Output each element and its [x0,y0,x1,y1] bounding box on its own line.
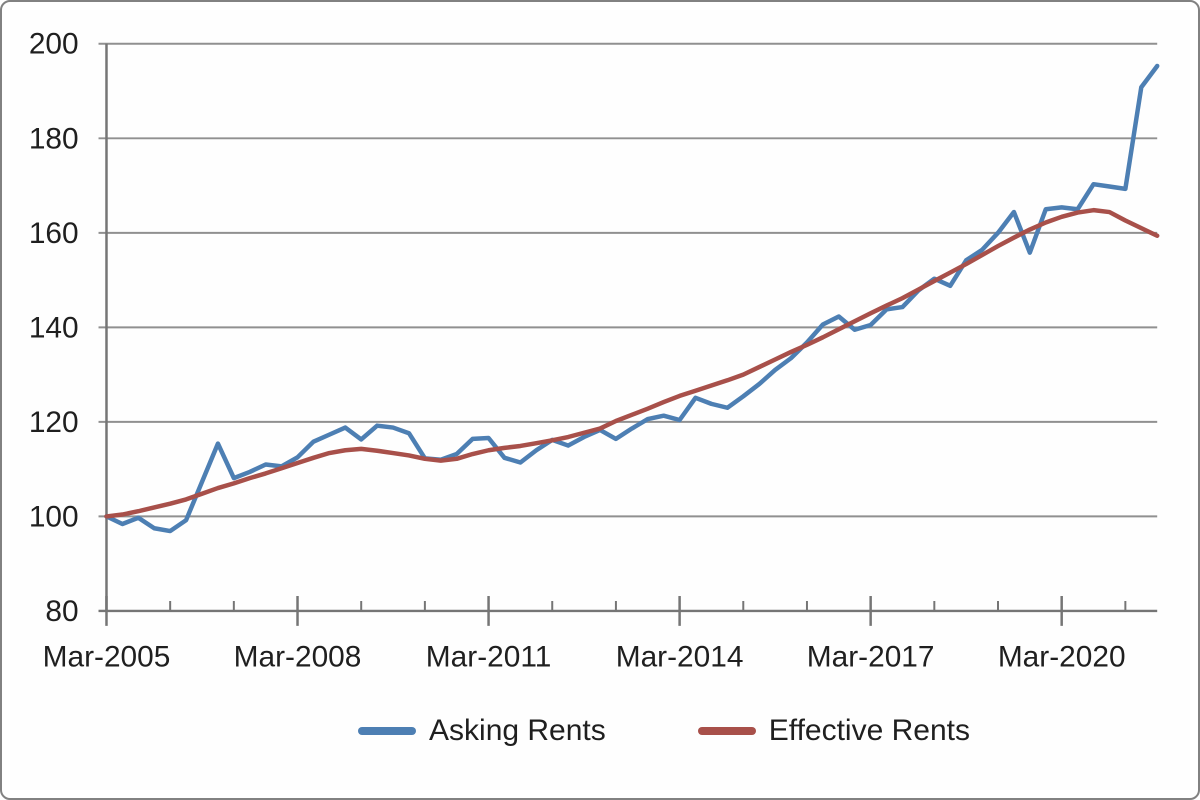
y-axis-tick-label: 200 [29,28,79,61]
y-axis-tick-label: 120 [29,406,79,439]
chart-legend: Asking Rents Effective Rents [2,714,1198,748]
x-axis-tick-label: Mar-2014 [616,641,744,674]
asking-rents-line-swatch [358,727,417,735]
y-axis-tick-label: 140 [29,311,79,344]
y-axis-tick-label: 180 [29,122,79,155]
legend-item-asking-rents: Asking Rents [358,714,606,748]
x-axis-tick-label: Mar-2005 [43,641,171,674]
x-axis-tick-label: Mar-2017 [807,641,935,674]
x-axis-tick-label: Mar-2011 [426,641,552,674]
y-axis-tick-label: 80 [45,595,78,628]
x-axis-tick-label: Mar-2008 [234,641,362,674]
effective-rents-line [104,207,1160,519]
legend-label-effective-rents: Effective Rents [768,714,970,747]
y-axis-tick-label: 100 [29,500,79,533]
x-axis-tick-label: Mar-2020 [998,641,1126,674]
y-axis-tick-label: 160 [29,217,79,250]
legend-item-effective-rents: Effective Rents [697,714,970,748]
asking-rents-line [104,63,1160,534]
legend-label-asking-rents: Asking Rents [429,714,606,747]
effective-rents-line-swatch [697,727,756,735]
